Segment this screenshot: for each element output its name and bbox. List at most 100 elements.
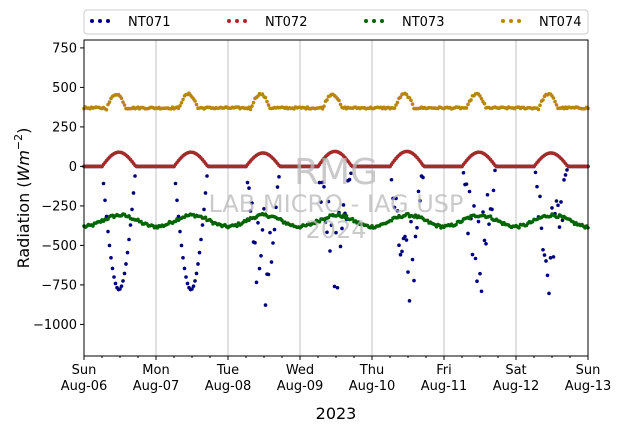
data-point [179,100,184,105]
legend-marker [227,19,231,23]
data-point [554,199,559,203]
legend-item-NT074: NT074 [501,15,581,30]
data-point [392,205,397,210]
legend-frame [83,9,589,35]
legend-marker [517,19,521,23]
data-point [317,219,322,224]
data-point [467,189,472,194]
legend-label: NT073 [402,15,444,30]
data-point [325,98,329,102]
data-point [131,191,136,195]
data-point [209,219,214,224]
data-point [482,101,487,106]
data-point [124,262,128,266]
data-point [461,170,466,175]
legend-marker [509,19,513,23]
legend-marker [243,19,247,23]
series-NT073 [82,211,590,230]
data-point [325,230,329,235]
data-point [181,97,185,102]
data-point [266,103,271,107]
data-point [389,218,394,223]
data-point [454,222,458,227]
data-point [560,218,565,223]
y-axis-title: Radiation (Wm−2) [12,128,33,269]
data-point [197,250,202,255]
data-point [104,107,109,112]
x-tick-label-date: Aug-08 [205,379,252,394]
data-point [410,102,415,106]
data-point [91,224,95,228]
legend-marker [235,19,239,23]
x-tick-label-date: Aug-12 [493,379,540,394]
data-point [344,214,349,218]
data-point [392,106,397,110]
data-point [175,198,179,203]
x-tick-label-day: Sat [505,363,526,378]
data-point [251,100,256,105]
data-point [122,271,127,276]
series-NT074 [82,91,590,112]
y-tick-label: 0 [69,160,77,175]
x-tick-label-day: Mon [142,363,169,378]
data-point [562,178,566,182]
data-point [398,252,403,257]
data-point [199,237,203,242]
x-axis-title: 2023 [316,404,357,423]
data-point [547,291,551,296]
data-point [205,174,209,178]
data-point [235,224,239,229]
legend-marker [364,19,368,23]
legend-item-NT073: NT073 [364,15,444,30]
data-point [266,272,271,277]
legend-label: NT072 [265,15,307,30]
data-point [559,200,563,204]
data-point [248,209,253,213]
data-point [551,255,556,259]
data-point [185,281,190,286]
data-point [416,189,421,194]
data-point [193,279,197,283]
data-point [407,299,412,303]
y-tick-label: −250 [41,199,77,214]
data-point [103,198,107,203]
y-axis-title-exponent: −2 [12,134,25,150]
data-point [478,271,482,276]
y-axis-title-close: ) [14,128,33,134]
data-point [539,226,544,231]
data-point [544,259,548,263]
legend-marker [90,19,94,23]
data-point [269,260,274,264]
data-point [517,226,521,230]
y-axis: 750 500 250 0 −250 −500 −750 −1000 [33,41,84,333]
data-point [320,180,325,185]
data-point [538,194,542,199]
data-point [196,262,200,266]
data-point [130,207,134,212]
data-point [350,216,355,221]
data-point [127,237,131,242]
data-point [121,279,125,283]
data-point [415,225,419,230]
data-point [563,173,568,177]
legend-marker [380,19,384,23]
data-point [542,253,547,257]
data-point [322,104,326,108]
y-tick-label: −500 [41,239,77,254]
data-point [190,287,194,291]
data-point [481,210,485,214]
data-point [107,100,112,104]
legend-marker [372,19,376,23]
y-axis-title-main: Radiation ( [14,181,33,268]
data-point [412,278,416,283]
data-point [406,211,410,216]
data-point [493,168,497,173]
data-point [478,94,482,98]
data-point [466,231,470,236]
y-tick-label: −750 [41,278,77,293]
data-point [125,250,130,255]
data-point [479,96,484,101]
data-point [317,180,322,185]
y-axis-title-unit: Wm [14,150,33,181]
